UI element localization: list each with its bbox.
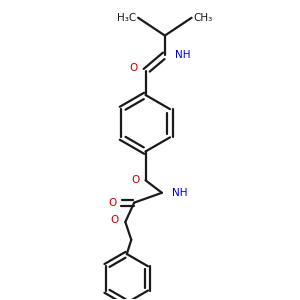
Text: O: O [129, 63, 137, 73]
Text: NH: NH [172, 188, 188, 198]
Text: O: O [111, 215, 119, 225]
Text: O: O [109, 198, 117, 208]
Text: O: O [131, 175, 139, 185]
Text: H₃C: H₃C [117, 13, 136, 23]
Text: CH₃: CH₃ [193, 13, 212, 23]
Text: NH: NH [175, 50, 191, 60]
